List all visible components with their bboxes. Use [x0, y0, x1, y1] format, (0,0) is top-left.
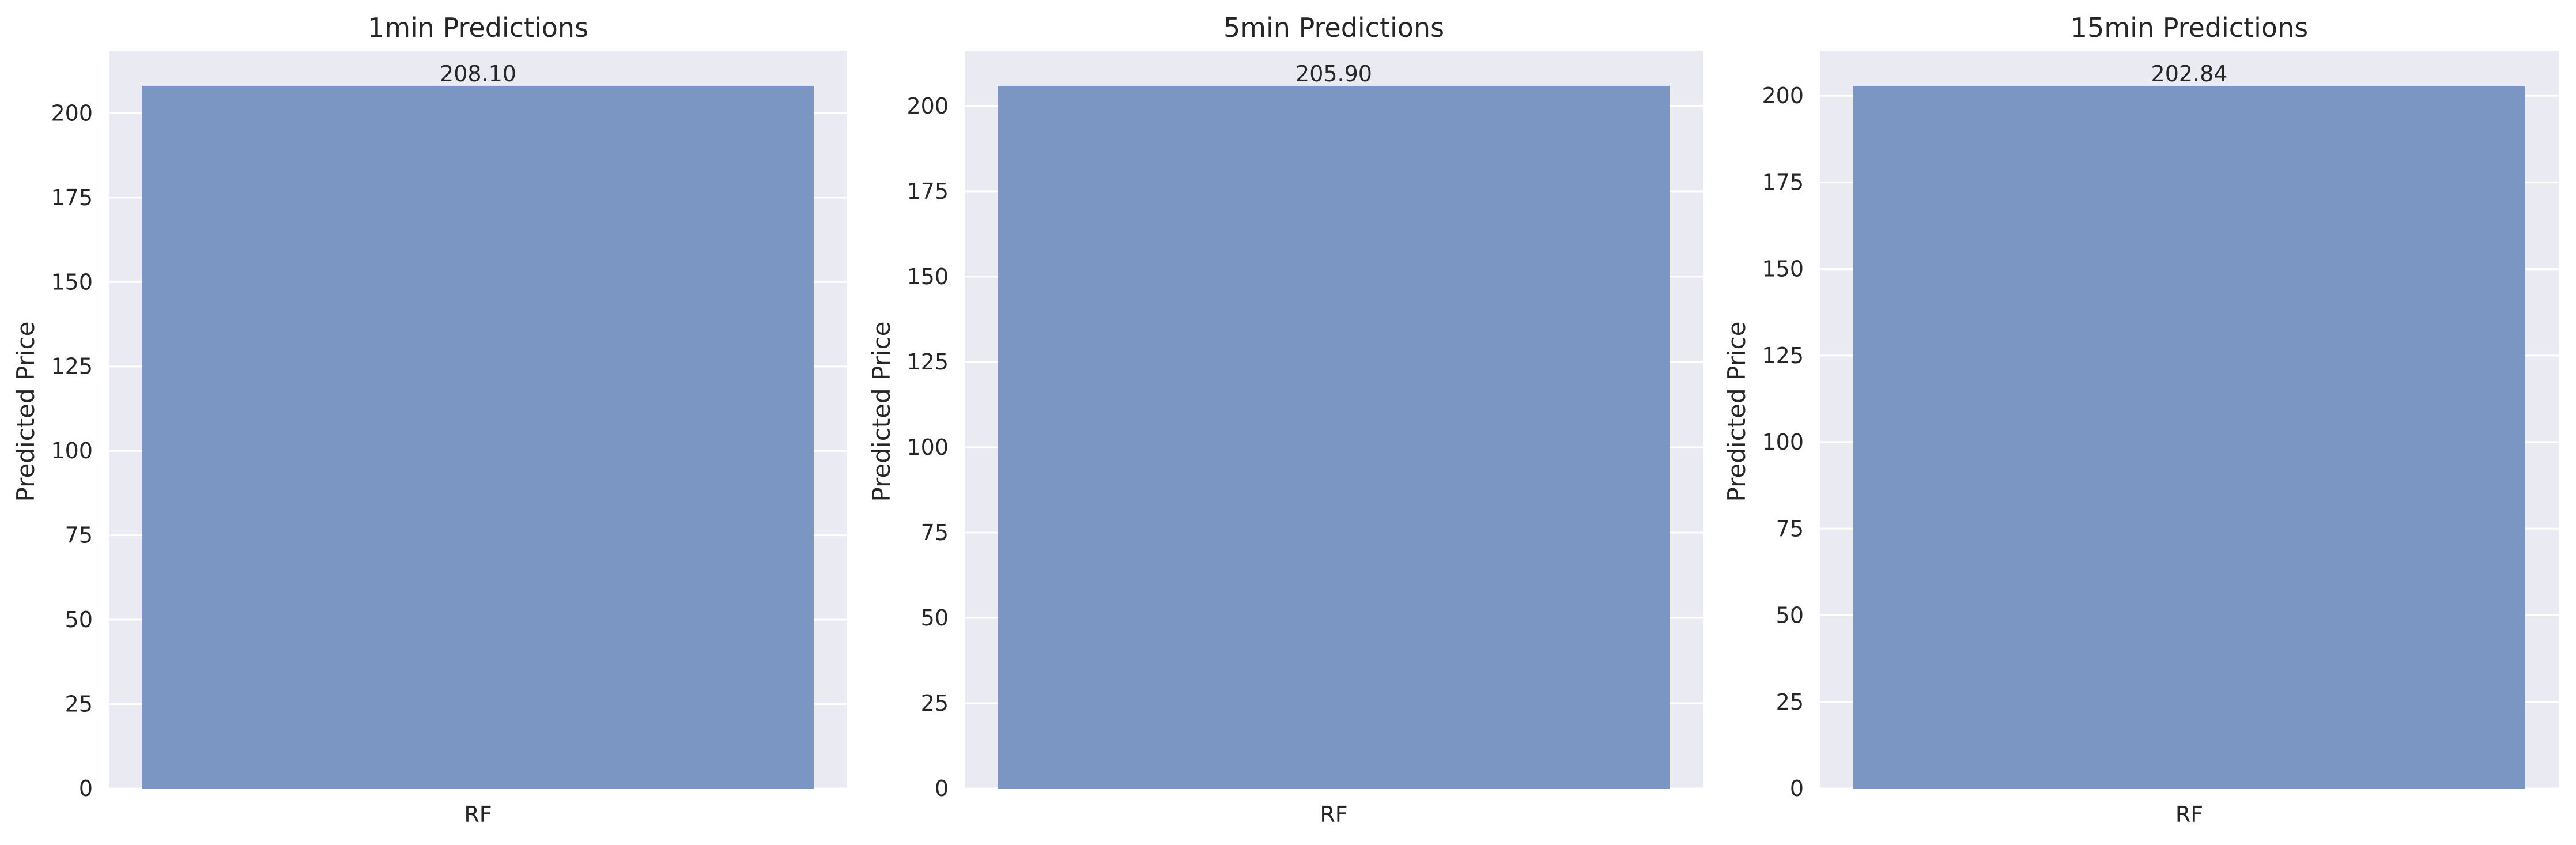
bar-value-label: 205.90 — [1295, 61, 1372, 86]
y-tick-label: 175 — [51, 185, 93, 210]
y-tick-label: 200 — [906, 93, 949, 119]
y-axis-label: Predicted Price — [12, 322, 40, 502]
x-tick-label: RF — [1320, 802, 1347, 827]
y-tick-label: 200 — [1762, 83, 1804, 108]
y-tick-label: 25 — [921, 691, 949, 716]
x-tick-label: RF — [2175, 802, 2203, 827]
y-tick-label: 50 — [1776, 603, 1804, 628]
bar-value-label: 208.10 — [440, 61, 516, 86]
y-tick-label: 175 — [1762, 169, 1804, 195]
y-tick-label: 150 — [906, 264, 949, 289]
y-tick-label: 150 — [51, 269, 93, 295]
y-tick-label: 100 — [906, 435, 949, 460]
y-tick-label: 125 — [906, 349, 949, 375]
y-tick-label: 25 — [1776, 689, 1804, 715]
bar — [142, 85, 814, 789]
bar — [1853, 86, 2525, 789]
bar — [998, 85, 1670, 789]
x-tick-label: RF — [464, 802, 492, 827]
y-tick-label: 125 — [51, 354, 93, 379]
y-tick-label: 175 — [906, 179, 949, 204]
y-axis-label: Predicted Price — [867, 322, 896, 502]
y-tick-label: 0 — [1790, 776, 1804, 801]
y-tick-label: 50 — [65, 607, 93, 632]
y-tick-label: 150 — [1762, 256, 1804, 282]
chart-title: 5min Predictions — [1223, 12, 1444, 43]
y-tick-label: 0 — [79, 776, 93, 801]
y-tick-label: 0 — [935, 776, 949, 801]
chart-panel-1: 0 25 50 75 100 125 150 175 200 208.10 RF 1min Predi… — [12, 12, 847, 827]
y-axis-label: Predicted Price — [1723, 322, 1751, 502]
y-tick-label: 75 — [921, 520, 949, 545]
chart-title: 15min Predictions — [2071, 12, 2308, 43]
y-tick-label: 100 — [51, 438, 93, 463]
y-tick-label: 200 — [51, 100, 93, 126]
chart-panel-3: 0 25 50 75 100 125 150 175 200 202.84 RF 15min Pred… — [1723, 12, 2559, 827]
y-tick-label: 75 — [1776, 516, 1804, 541]
y-tick-label: 50 — [921, 605, 949, 631]
chart-title: 1min Predictions — [368, 12, 588, 43]
y-tick-label: 125 — [1762, 343, 1804, 368]
y-tick-label: 100 — [1762, 429, 1804, 455]
y-tick-label: 25 — [65, 692, 93, 717]
chart-panel-2: 0 25 50 75 100 125 150 175 200 205.90 RF 5min Predi… — [867, 12, 1703, 827]
y-tick-label: 75 — [65, 523, 93, 548]
bar-value-label: 202.84 — [2151, 61, 2228, 86]
